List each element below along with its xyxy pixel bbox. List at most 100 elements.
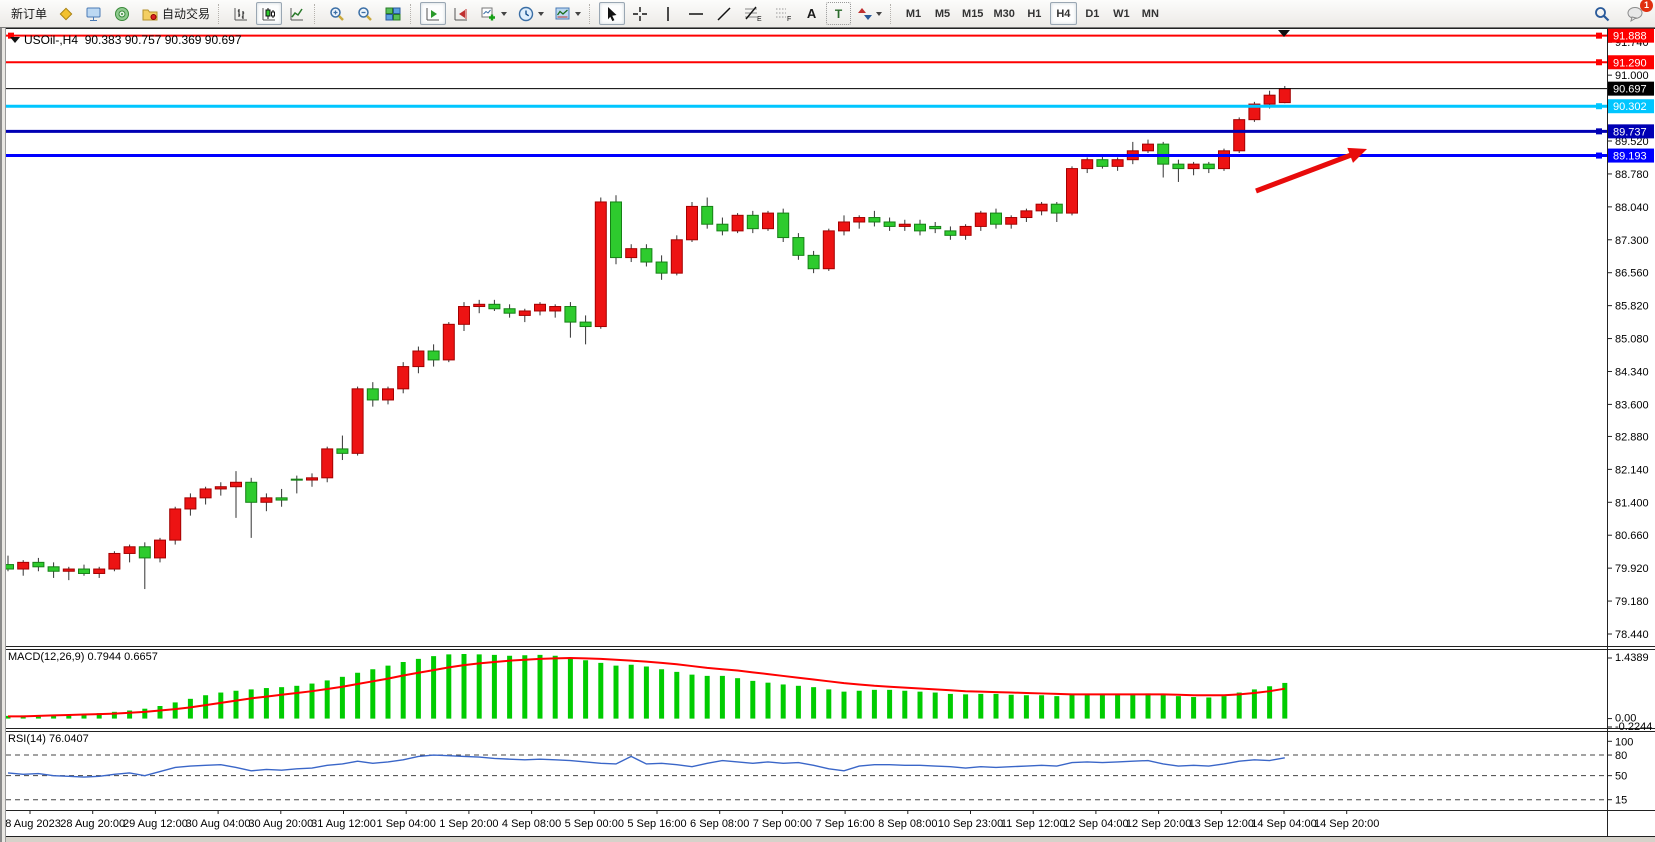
svg-text:50: 50: [1615, 771, 1627, 783]
tab-timeframe-h4[interactable]: H4: [1049, 2, 1077, 25]
svg-text:82.140: 82.140: [1615, 464, 1649, 476]
chart-title: USOil-,H4 90.383 90.757 90.369 90.697: [24, 33, 242, 47]
price-badge-90.697: 90.697: [1608, 81, 1654, 96]
timeframe-group: M1 M5 M15 M30 H1 H4 D1 W1 MN: [899, 2, 1165, 25]
text-label-tool-label: T: [834, 6, 843, 21]
tab-timeframe-m30[interactable]: M30: [993, 7, 1015, 20]
fibonacci-tool-button[interactable]: E: [739, 2, 767, 25]
tile-windows-button[interactable]: [380, 2, 406, 25]
zoom-in-icon: [330, 6, 344, 21]
svg-text:83.600: 83.600: [1615, 399, 1649, 411]
new-order-button[interactable]: 新订单: [7, 2, 51, 25]
svg-text:87.300: 87.300: [1615, 235, 1649, 247]
vertical-line-tool-button[interactable]: [655, 2, 681, 25]
horizontal-line-tool-button[interactable]: [683, 2, 709, 25]
grid-tool-button[interactable]: F: [769, 2, 797, 25]
bar-chart-type-button[interactable]: [228, 2, 254, 25]
svg-text:0.00: 0.00: [1615, 713, 1636, 725]
svg-text:81.400: 81.400: [1615, 497, 1649, 509]
svg-text:7 Sep 16:00: 7 Sep 16:00: [815, 818, 874, 830]
svg-text:E: E: [757, 16, 762, 23]
svg-text:12 Sep 04:00: 12 Sep 04:00: [1063, 818, 1128, 830]
svg-text:88.780: 88.780: [1615, 169, 1649, 181]
gavel-icon-button[interactable]: [53, 2, 79, 25]
svg-text:28 Aug 20:00: 28 Aug 20:00: [60, 818, 125, 830]
toolbar-separator: [890, 3, 896, 24]
candlestick-chart-type-button[interactable]: [256, 2, 283, 25]
svg-text:90.697: 90.697: [1613, 84, 1647, 96]
svg-text:90.302: 90.302: [1613, 101, 1647, 113]
line-chart-type-button[interactable]: [284, 2, 310, 25]
tab-timeframe-h1[interactable]: H1: [1027, 7, 1042, 20]
grid-icon: F: [776, 8, 791, 23]
auto-scroll-button[interactable]: [420, 2, 447, 25]
svg-text:29 Aug 12:00: 29 Aug 12:00: [123, 818, 188, 830]
arrow-annotation[interactable]: [1255, 147, 1367, 194]
horizontal-line-89.193[interactable]: [6, 152, 1607, 159]
line-chart-icon: [290, 7, 304, 20]
price-badge-89.193: 89.193: [1608, 148, 1654, 163]
svg-text:31 Aug 12:00: 31 Aug 12:00: [311, 818, 376, 830]
svg-text:F: F: [787, 16, 791, 23]
svg-text:14 Sep 04:00: 14 Sep 04:00: [1251, 818, 1316, 830]
template-button[interactable]: [550, 2, 585, 25]
zoom-out-button[interactable]: [352, 2, 378, 25]
trendline-tool-button[interactable]: [711, 2, 737, 25]
price-axis[interactable]: 91.74091.00089.52088.78088.04087.30086.5…: [1607, 28, 1654, 641]
price-badge-91.290: 91.290: [1608, 55, 1654, 70]
trendline-icon: [717, 6, 731, 21]
window-splitter[interactable]: [0, 28, 6, 842]
market-watch-button[interactable]: [81, 2, 107, 25]
svg-text:89.737: 89.737: [1613, 126, 1647, 138]
tab-timeframe-m5[interactable]: M5: [934, 7, 951, 20]
svg-text:86.560: 86.560: [1615, 268, 1649, 280]
rsi-axis[interactable]: 100 80 50 15: [1607, 736, 1633, 807]
notifications-button[interactable]: 1: [1622, 0, 1653, 25]
tab-timeframe-m1[interactable]: M1: [905, 7, 922, 20]
text-label-tool-button[interactable]: T: [826, 2, 852, 25]
svg-text:12 Sep 20:00: 12 Sep 20:00: [1126, 818, 1191, 830]
toolbar-separator: [589, 3, 595, 24]
tab-timeframe-mn[interactable]: MN: [1141, 7, 1159, 20]
new-order-label: 新订单: [11, 7, 48, 21]
horizontal-line-91.888[interactable]: [6, 32, 1607, 39]
svg-text:91.888: 91.888: [1613, 31, 1647, 43]
chevron-down-icon: [575, 11, 582, 16]
auto-trading-label: 自动交易: [162, 7, 211, 21]
tab-timeframe-w1[interactable]: W1: [1113, 7, 1130, 20]
chart-ohlc-values: 90.383 90.757 90.369 90.697: [84, 33, 242, 47]
search-button[interactable]: [1589, 2, 1615, 25]
chart-shift-button[interactable]: [448, 2, 474, 25]
new-chart-button[interactable]: [476, 2, 511, 25]
cursor-icon: [608, 6, 617, 21]
svg-text:79.180: 79.180: [1615, 596, 1649, 608]
rsi-indicator-label: RSI(14) 76.0407: [8, 733, 89, 745]
symbol-dropdown-icon[interactable]: [10, 37, 20, 43]
horizontal-line-89.737[interactable]: [6, 128, 1607, 135]
chart-shift-marker[interactable]: [1278, 30, 1290, 37]
arrows-tool-button[interactable]: [853, 2, 886, 25]
text-tool-button[interactable]: A: [799, 2, 824, 25]
horizontal-line-90.302[interactable]: [6, 103, 1607, 110]
candlestick-icon: [262, 7, 276, 20]
crosshair-tool-button[interactable]: [627, 2, 653, 25]
svg-text:15: 15: [1615, 795, 1627, 807]
svg-text:80: 80: [1615, 750, 1627, 762]
horizontal-line-91.290[interactable]: [6, 59, 1607, 66]
clock-icon: [518, 6, 534, 21]
tab-timeframe-d1[interactable]: D1: [1085, 7, 1100, 20]
cursor-tool-button[interactable]: [599, 2, 626, 25]
auto-trading-button[interactable]: 自动交易: [137, 2, 214, 25]
period-button[interactable]: [513, 2, 548, 25]
svg-text:1 Sep 20:00: 1 Sep 20:00: [439, 818, 498, 830]
macd-axis[interactable]: 1.4389 0.00-0.2244: [1607, 652, 1652, 733]
zoom-in-button[interactable]: [324, 2, 350, 25]
svg-text:80.660: 80.660: [1615, 530, 1649, 542]
toolbar-separator: [314, 3, 320, 24]
signal-button[interactable]: [109, 2, 135, 25]
svg-text:84.340: 84.340: [1615, 366, 1649, 378]
tab-timeframe-m15[interactable]: M15: [962, 7, 984, 20]
svg-text:100: 100: [1615, 736, 1633, 748]
